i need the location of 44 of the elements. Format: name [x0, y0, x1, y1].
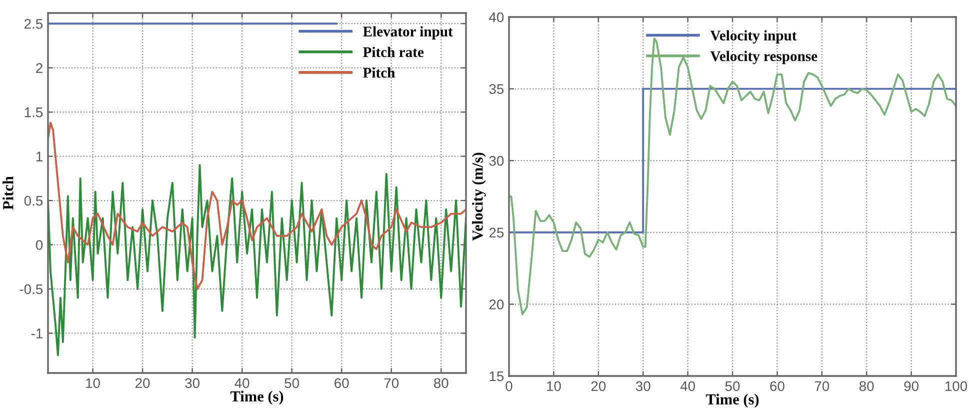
- x-tick-label: 30: [636, 381, 650, 392]
- y-tick-label: 2: [36, 63, 42, 73]
- x-tick-label: 30: [185, 378, 200, 388]
- legend-label: Velocity input: [710, 30, 797, 44]
- line-series: [48, 122, 466, 290]
- x-tick-label: 60: [334, 378, 349, 388]
- y-tick-label: 35: [489, 84, 504, 94]
- y-tick-label: 1.5: [24, 108, 43, 118]
- y-axis-title: Pitch: [2, 176, 14, 210]
- x-axis-title: Time (s): [706, 394, 759, 408]
- y-tick-label: -0.5: [20, 284, 43, 294]
- x-tick-label: 90: [904, 381, 918, 392]
- x-tick-label: 40: [680, 381, 695, 392]
- legend-label: Velocity response: [710, 50, 818, 64]
- x-tick-label: 10: [547, 381, 561, 392]
- y-tick-label: -1: [31, 328, 42, 338]
- x-tick-label: 40: [234, 378, 250, 388]
- y-tick-label: 1: [36, 152, 42, 162]
- x-tick-label: 20: [591, 381, 606, 392]
- legend-label: Elevator input: [363, 26, 453, 40]
- x-tick-label: 80: [859, 381, 874, 392]
- y-axis-title: Velocity (m/s): [472, 152, 486, 241]
- y-tick-label: 40: [489, 12, 504, 22]
- x-tick-label: 100: [945, 381, 968, 392]
- line-series: [48, 164, 466, 356]
- x-tick-label: 10: [86, 378, 100, 388]
- x-tick-label: 20: [136, 378, 150, 388]
- y-tick-label: 20: [489, 300, 504, 310]
- y-tick-label: 30: [489, 156, 504, 166]
- y-tick-label: 25: [489, 228, 504, 238]
- x-tick-label: 70: [384, 378, 399, 388]
- legend-label: Pitch: [363, 67, 395, 78]
- x-tick-label: 60: [770, 381, 784, 392]
- y-tick-label: 0: [36, 240, 43, 250]
- y-tick-label: 0.5: [24, 196, 43, 206]
- x-tick-label: 0: [506, 381, 512, 392]
- y-tick-label: 2.5: [24, 18, 43, 29]
- x-tick-label: 50: [725, 381, 740, 392]
- y-tick-label: 15: [490, 371, 504, 382]
- x-tick-label: 70: [814, 381, 830, 392]
- legend-label: Pitch rate: [363, 46, 424, 58]
- x-axis-title: Time (s): [230, 390, 284, 405]
- x-tick-label: 80: [434, 378, 448, 388]
- x-tick-label: 50: [284, 378, 300, 388]
